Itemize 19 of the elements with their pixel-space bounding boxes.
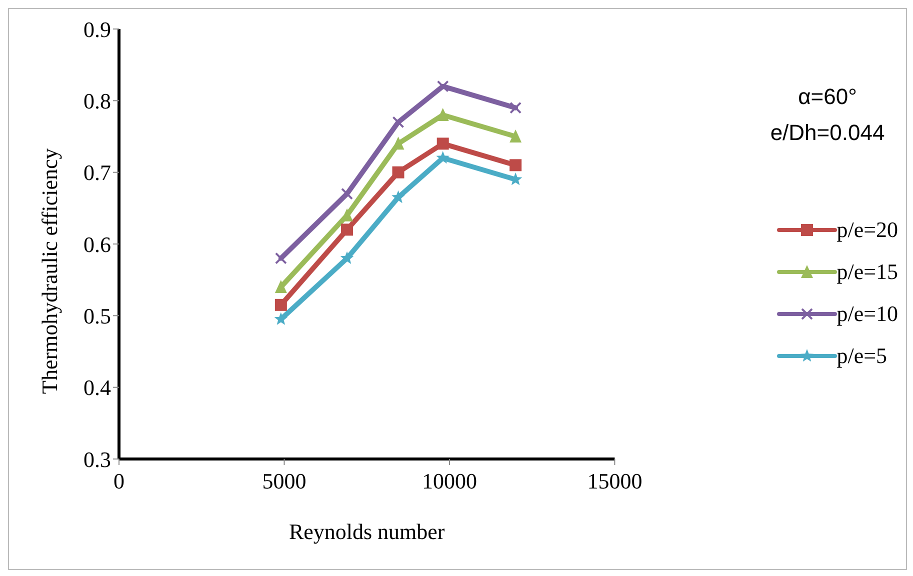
x-tick-label: 5000: [262, 468, 306, 494]
y-tick-label: 0.7: [84, 160, 111, 186]
y-tick-label: 0.6: [84, 232, 111, 257]
legend-label: p/e=5: [836, 343, 887, 369]
legend-label: p/e=10: [836, 301, 898, 327]
y-tick-label: 0.8: [84, 88, 111, 114]
x-tick-label: 10000: [422, 468, 477, 494]
x-tick-label: 0: [114, 468, 124, 494]
x-tick-label: 15000: [587, 468, 642, 494]
y-tick-label: 0.3: [84, 446, 111, 472]
legend-label: p/e=20: [836, 217, 898, 243]
y-tick-label: 0.9: [84, 16, 111, 42]
text: e/Dh=0.044: [769, 119, 886, 147]
y-tick-label: 0.4: [84, 375, 111, 400]
y-axis-title: Thermohydraulic efficiency: [36, 148, 62, 394]
text: α=60°: [797, 83, 858, 111]
x-axis-title: Reynolds number: [288, 519, 446, 544]
legend-label: p/e=15: [836, 259, 898, 285]
y-tick-label: 0.5: [84, 303, 111, 328]
